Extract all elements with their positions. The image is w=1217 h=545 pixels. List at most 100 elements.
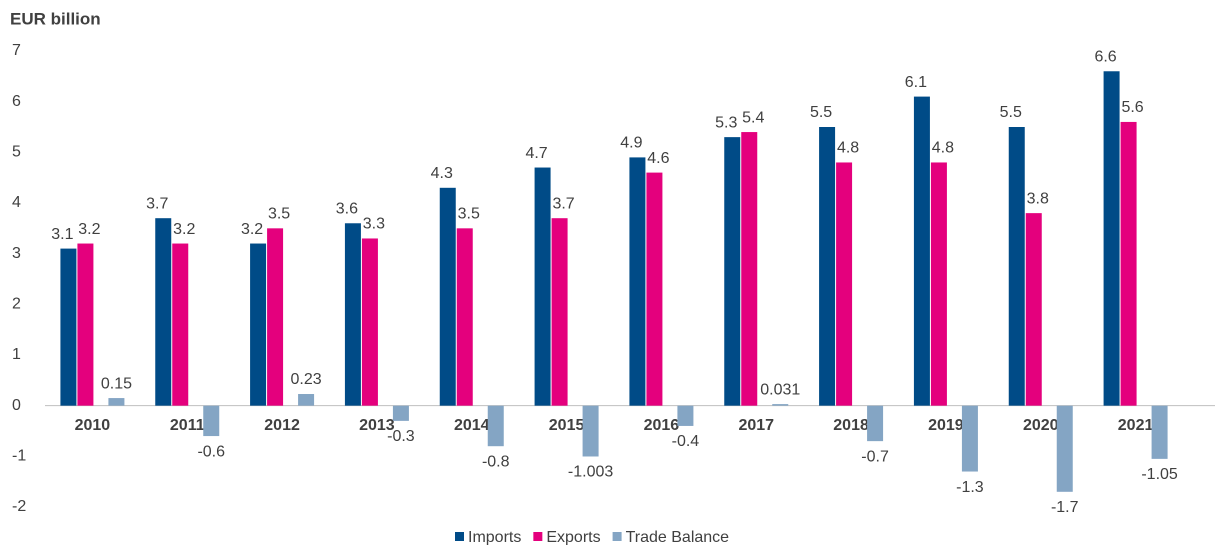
data-label: -0.4 xyxy=(672,433,700,450)
x-tick-label: 2015 xyxy=(549,417,585,434)
x-tick-label: 2011 xyxy=(170,417,205,434)
bar xyxy=(250,243,267,406)
data-label: -1.7 xyxy=(1051,499,1079,516)
bar xyxy=(1120,121,1137,406)
x-tick-label: 2012 xyxy=(264,417,300,434)
data-label: 4.6 xyxy=(647,150,669,167)
x-tick-label: 2014 xyxy=(454,417,490,434)
bar xyxy=(344,223,361,406)
y-tick-label: 1 xyxy=(12,346,21,363)
x-tick-label: 2020 xyxy=(1023,417,1059,434)
y-tick-label: 6 xyxy=(12,93,21,110)
bar xyxy=(298,394,315,406)
data-label: 3.6 xyxy=(336,200,358,217)
bar xyxy=(582,405,599,457)
y-tick-label: 5 xyxy=(12,144,21,161)
bar xyxy=(77,243,94,406)
data-label: 0.15 xyxy=(101,375,132,392)
x-tick-label: 2016 xyxy=(644,417,680,434)
legend-label: Trade Balance xyxy=(626,529,730,545)
y-tick-label: -1 xyxy=(12,448,26,465)
data-label: 5.6 xyxy=(1121,99,1143,116)
data-label: 4.7 xyxy=(525,145,547,162)
data-label: 4.8 xyxy=(837,140,859,157)
bar xyxy=(551,218,568,406)
bar xyxy=(1151,405,1168,459)
data-label: 3.1 xyxy=(51,226,73,243)
x-tick-label: 2017 xyxy=(738,417,774,434)
bar xyxy=(646,172,663,406)
x-tick-label: 2010 xyxy=(75,417,111,434)
y-tick-label: -2 xyxy=(12,498,26,515)
data-label: 3.2 xyxy=(241,221,263,238)
data-label: -0.8 xyxy=(482,453,510,470)
data-label: 3.8 xyxy=(1027,190,1049,207)
data-label: 5.3 xyxy=(715,114,737,131)
x-tick-label: 2018 xyxy=(833,417,869,434)
legend-swatch xyxy=(533,532,543,541)
bar xyxy=(741,132,758,406)
bar xyxy=(1103,71,1120,406)
bar xyxy=(534,167,551,406)
data-label: 3.2 xyxy=(78,221,100,238)
x-tick-label: 2013 xyxy=(359,417,395,434)
data-label: 6.1 xyxy=(905,74,927,91)
data-label: 3.7 xyxy=(146,195,168,212)
legend-label: Exports xyxy=(546,529,600,545)
data-label: 4.9 xyxy=(620,135,642,152)
data-label: 0.031 xyxy=(760,381,800,398)
legend-swatch xyxy=(455,532,464,541)
bar xyxy=(836,162,853,406)
data-label: 5.5 xyxy=(1000,104,1022,121)
bar xyxy=(772,404,789,406)
bar xyxy=(913,96,930,406)
x-tick-label: 2021 xyxy=(1118,417,1154,434)
data-label: -1.05 xyxy=(1141,466,1178,483)
y-tick-label: 2 xyxy=(12,296,21,313)
y-axis-label: EUR billion xyxy=(10,9,101,28)
bar xyxy=(677,405,694,426)
data-label: -1.003 xyxy=(568,464,613,481)
data-label: 4.8 xyxy=(932,140,954,157)
data-label: -0.7 xyxy=(861,448,889,465)
bar xyxy=(1025,213,1042,406)
bar xyxy=(456,228,473,406)
data-label: -0.3 xyxy=(387,428,415,445)
legend-label: Imports xyxy=(468,529,521,545)
bar xyxy=(155,218,172,406)
bar xyxy=(629,157,646,406)
bar xyxy=(361,238,378,406)
data-label: 3.3 xyxy=(363,216,385,233)
y-tick-label: 3 xyxy=(12,245,21,262)
bar xyxy=(60,248,77,406)
bar xyxy=(108,398,125,406)
bar xyxy=(439,187,456,406)
bar xyxy=(930,162,947,406)
data-label: -1.3 xyxy=(956,479,984,496)
x-tick-label: 2019 xyxy=(928,417,964,434)
bar xyxy=(203,405,220,437)
data-label: 3.2 xyxy=(173,221,195,238)
bar xyxy=(392,405,409,421)
data-label: 5.5 xyxy=(810,104,832,121)
y-tick-label: 0 xyxy=(12,397,21,414)
data-label: 0.23 xyxy=(291,371,322,388)
data-label: 3.7 xyxy=(552,195,574,212)
data-label: -0.6 xyxy=(197,443,225,460)
data-label: 5.4 xyxy=(742,109,764,126)
y-tick-label: 7 xyxy=(12,42,21,59)
bar xyxy=(819,127,836,406)
data-label: 3.5 xyxy=(268,206,290,223)
bar xyxy=(961,405,978,472)
bar xyxy=(867,405,884,442)
bar xyxy=(267,228,284,406)
bar xyxy=(1008,127,1025,406)
bar xyxy=(487,405,504,447)
y-tick-label: 4 xyxy=(12,194,21,211)
data-label: 3.5 xyxy=(458,206,480,223)
bar xyxy=(172,243,189,406)
bar xyxy=(724,137,741,406)
bar xyxy=(1056,405,1073,492)
legend-swatch xyxy=(612,532,622,541)
